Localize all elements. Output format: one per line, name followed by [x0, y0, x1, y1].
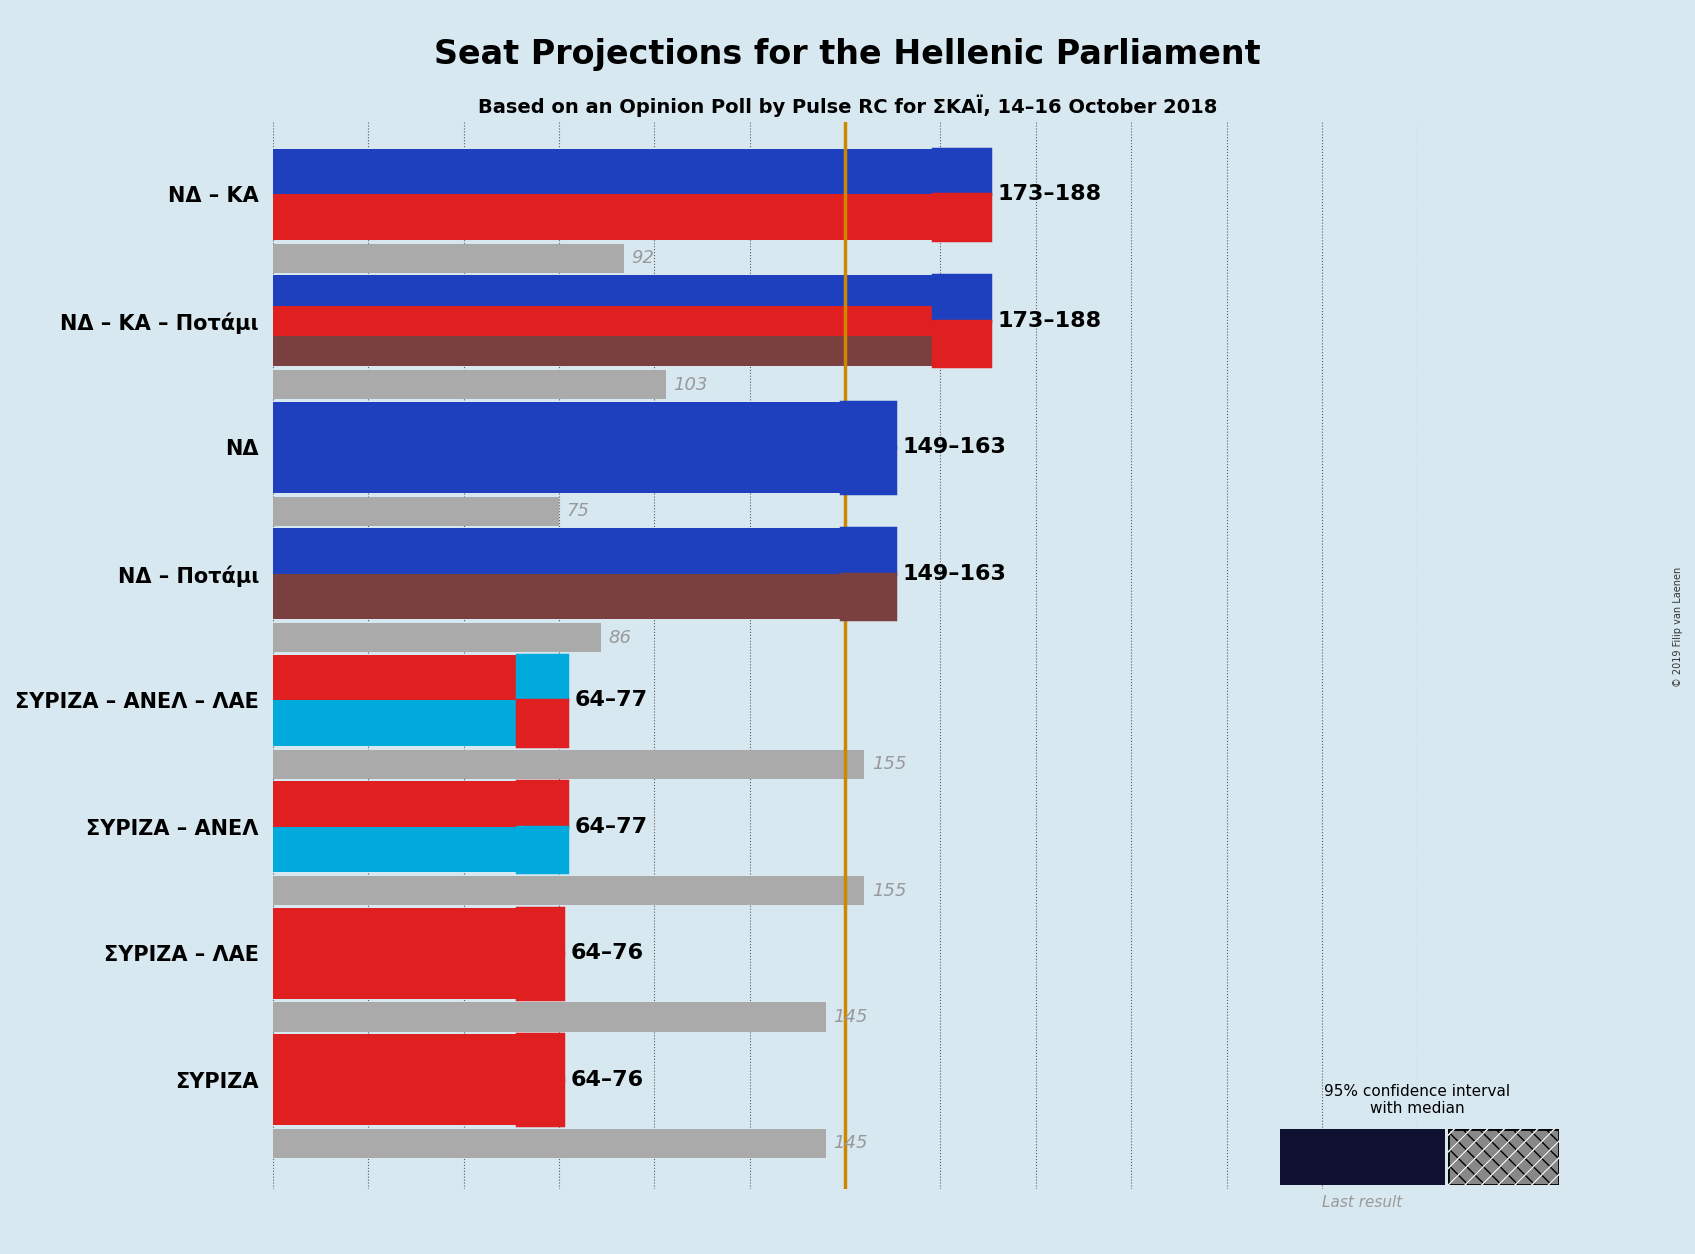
- Bar: [841, 448, 895, 493]
- Text: 64–76: 64–76: [570, 943, 644, 963]
- Text: Seat Projections for the Hellenic Parliament: Seat Projections for the Hellenic Parlia…: [434, 38, 1261, 70]
- Text: 86: 86: [609, 628, 632, 647]
- Bar: [273, 781, 566, 826]
- Text: 145: 145: [834, 1135, 868, 1152]
- Text: 155: 155: [871, 882, 907, 899]
- Bar: [273, 194, 990, 240]
- Text: 75: 75: [566, 502, 590, 520]
- Bar: [273, 700, 566, 746]
- Text: 173–188: 173–188: [998, 184, 1102, 204]
- Text: 173–188: 173–188: [998, 311, 1102, 331]
- Bar: [273, 370, 666, 399]
- Text: © 2019 Filip van Laenen: © 2019 Filip van Laenen: [1673, 567, 1683, 687]
- Text: 149–163: 149–163: [902, 438, 1007, 458]
- Text: 145: 145: [834, 1008, 868, 1026]
- Text: 64–77: 64–77: [575, 690, 647, 710]
- Bar: [517, 700, 566, 746]
- Bar: [273, 1129, 825, 1157]
- Bar: [273, 276, 990, 306]
- Bar: [273, 243, 624, 273]
- Text: 149–163: 149–163: [902, 564, 1007, 584]
- Bar: [273, 1035, 563, 1125]
- Bar: [273, 1002, 825, 1032]
- Bar: [932, 321, 990, 366]
- Bar: [517, 908, 563, 953]
- Bar: [273, 336, 990, 366]
- Bar: [841, 528, 895, 574]
- Text: 92: 92: [631, 250, 654, 267]
- Text: Last result: Last result: [1322, 1195, 1402, 1210]
- Bar: [273, 528, 864, 574]
- Bar: [932, 149, 990, 194]
- Bar: [517, 781, 566, 826]
- Text: 64–77: 64–77: [575, 816, 647, 836]
- Bar: [517, 1035, 563, 1080]
- Bar: [517, 953, 563, 998]
- Bar: [932, 276, 990, 321]
- Bar: [273, 826, 566, 873]
- Bar: [517, 826, 566, 873]
- Bar: [841, 574, 895, 619]
- Bar: [273, 306, 990, 336]
- Bar: [273, 655, 566, 700]
- Bar: [273, 574, 864, 619]
- Text: Based on an Opinion Poll by Pulse RC for ΣΚΑΪ, 14–16 October 2018: Based on an Opinion Poll by Pulse RC for…: [478, 94, 1217, 117]
- Text: 155: 155: [871, 755, 907, 774]
- Text: 103: 103: [673, 376, 709, 394]
- Bar: [517, 655, 566, 700]
- Bar: [273, 750, 864, 779]
- Bar: [517, 1080, 563, 1125]
- Bar: [273, 877, 864, 905]
- Text: 64–76: 64–76: [570, 1070, 644, 1090]
- Text: 95% confidence interval
with median: 95% confidence interval with median: [1324, 1083, 1510, 1116]
- Bar: [273, 149, 990, 194]
- Bar: [273, 497, 559, 525]
- Bar: [273, 401, 841, 493]
- Bar: [932, 194, 990, 240]
- Bar: [273, 908, 563, 998]
- Bar: [273, 623, 600, 652]
- Bar: [841, 401, 895, 448]
